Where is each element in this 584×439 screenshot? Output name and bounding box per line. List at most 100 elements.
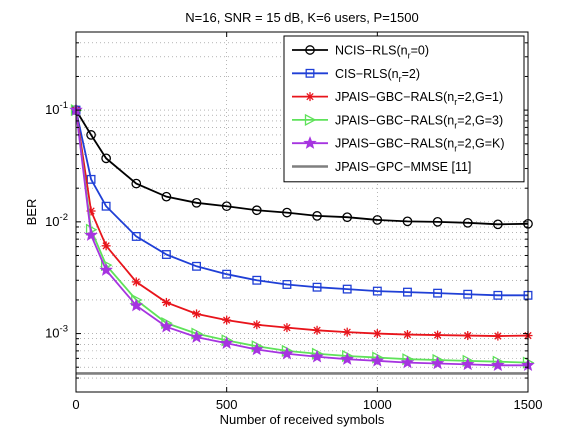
data-point-stroke xyxy=(162,298,171,307)
data-point xyxy=(310,349,324,363)
data-point-stroke xyxy=(132,278,140,286)
legend-entry: JPAIS−GBC−RALS(nr=2,G=3) xyxy=(292,113,503,130)
data-point xyxy=(403,287,412,297)
y-tick-label: 10-3 xyxy=(45,324,68,341)
data-point xyxy=(282,207,292,218)
data-point xyxy=(342,284,352,294)
data-point xyxy=(433,330,443,340)
data-point xyxy=(219,336,234,349)
data-point xyxy=(250,342,264,356)
data-point xyxy=(312,325,322,335)
data-point xyxy=(131,178,142,189)
series-line xyxy=(75,109,529,226)
data-point xyxy=(129,298,144,312)
series-4 xyxy=(69,103,535,372)
data-point xyxy=(189,330,204,343)
y-axis-title: BER xyxy=(24,199,39,226)
data-point xyxy=(161,250,171,259)
data-point xyxy=(192,309,202,319)
data-point xyxy=(84,228,98,241)
data-point xyxy=(372,329,382,339)
legend-label: JPAIS−GBC−RALS(nr=2,G=3) xyxy=(335,113,503,130)
data-point xyxy=(101,201,111,211)
data-point xyxy=(252,275,262,285)
data-point xyxy=(370,353,385,367)
data-point xyxy=(460,357,475,371)
data-point-stroke xyxy=(343,328,351,336)
y-tick-label: 10-2 xyxy=(45,212,68,229)
data-point xyxy=(131,231,141,241)
data-point xyxy=(372,215,383,225)
legend-label: NCIS−RLS(nr=0) xyxy=(335,44,429,61)
series-2 xyxy=(71,105,533,341)
data-point xyxy=(191,197,202,208)
data-point xyxy=(402,216,413,227)
data-point xyxy=(159,319,174,333)
data-point xyxy=(463,331,473,341)
data-point xyxy=(462,217,473,228)
data-point xyxy=(491,358,505,372)
x-axis-title: Number of received symbols xyxy=(220,412,385,427)
data-point xyxy=(400,355,415,369)
data-point xyxy=(86,174,96,184)
data-point xyxy=(312,282,322,292)
data-point xyxy=(493,331,503,341)
y-tick-label: 10-1 xyxy=(45,100,68,117)
x-tick-label: 500 xyxy=(216,397,238,412)
legend-label: JPAIS−GPC−MMSE [11] xyxy=(335,160,471,174)
data-point xyxy=(432,216,443,227)
data-point xyxy=(430,356,445,370)
data-point xyxy=(305,45,315,55)
data-point xyxy=(161,297,171,307)
data-point-stroke xyxy=(223,316,231,324)
data-point-stroke xyxy=(313,326,321,334)
data-point-stroke xyxy=(464,331,472,340)
data-point-stroke xyxy=(102,242,110,250)
legend-box xyxy=(283,35,525,183)
data-point xyxy=(340,352,354,365)
legend-entry: JPAIS−GBC−RALS(nr=2,G=K) xyxy=(292,136,505,154)
data-point xyxy=(372,286,382,296)
data-point xyxy=(131,277,141,287)
data-point xyxy=(282,323,292,333)
data-point xyxy=(312,211,322,221)
data-point xyxy=(304,113,317,126)
data-point xyxy=(402,330,412,340)
data-point-stroke xyxy=(494,332,502,340)
series-line xyxy=(75,109,528,297)
legend-label: CIS−RLS(nr=2) xyxy=(335,67,420,84)
data-point xyxy=(221,201,232,212)
data-point xyxy=(303,136,317,149)
legend-label: JPAIS−GBC−RALS(nr=2,G=1) xyxy=(335,90,503,107)
data-point xyxy=(493,219,503,230)
x-tick-label: 1000 xyxy=(363,397,392,412)
data-point xyxy=(342,212,353,223)
axis-ticks: 0 500 1000 1500 10-1 10-2 10-3 xyxy=(45,32,542,412)
legend-entry: JPAIS−GBC−RALS(nr=2,G=1) xyxy=(292,90,503,107)
data-point xyxy=(222,315,232,325)
data-point xyxy=(192,261,201,271)
data-point xyxy=(280,346,294,360)
legend-entry: NCIS−RLS(nr=0) xyxy=(292,44,429,61)
legend-entry: CIS−RLS(nr=2) xyxy=(292,67,420,84)
data-point xyxy=(282,280,292,289)
data-point xyxy=(101,153,111,164)
data-point xyxy=(101,241,111,251)
x-tick-label: 1500 xyxy=(514,397,543,412)
data-point xyxy=(305,92,315,102)
data-point-stroke xyxy=(306,92,314,101)
legend-entry: JPAIS−GPC−MMSE [11] xyxy=(292,160,471,174)
data-point xyxy=(99,262,113,276)
data-point-stroke xyxy=(253,321,261,329)
series-1 xyxy=(71,105,533,300)
data-point-stroke xyxy=(433,331,442,339)
plot-frame xyxy=(75,31,529,393)
data-point-stroke xyxy=(403,330,412,339)
data-point-stroke xyxy=(283,323,291,332)
data-point-stroke xyxy=(192,310,201,318)
x-tick-label: 0 xyxy=(72,397,79,412)
data-point xyxy=(161,191,172,202)
data-point xyxy=(251,205,262,216)
data-point xyxy=(493,290,503,300)
